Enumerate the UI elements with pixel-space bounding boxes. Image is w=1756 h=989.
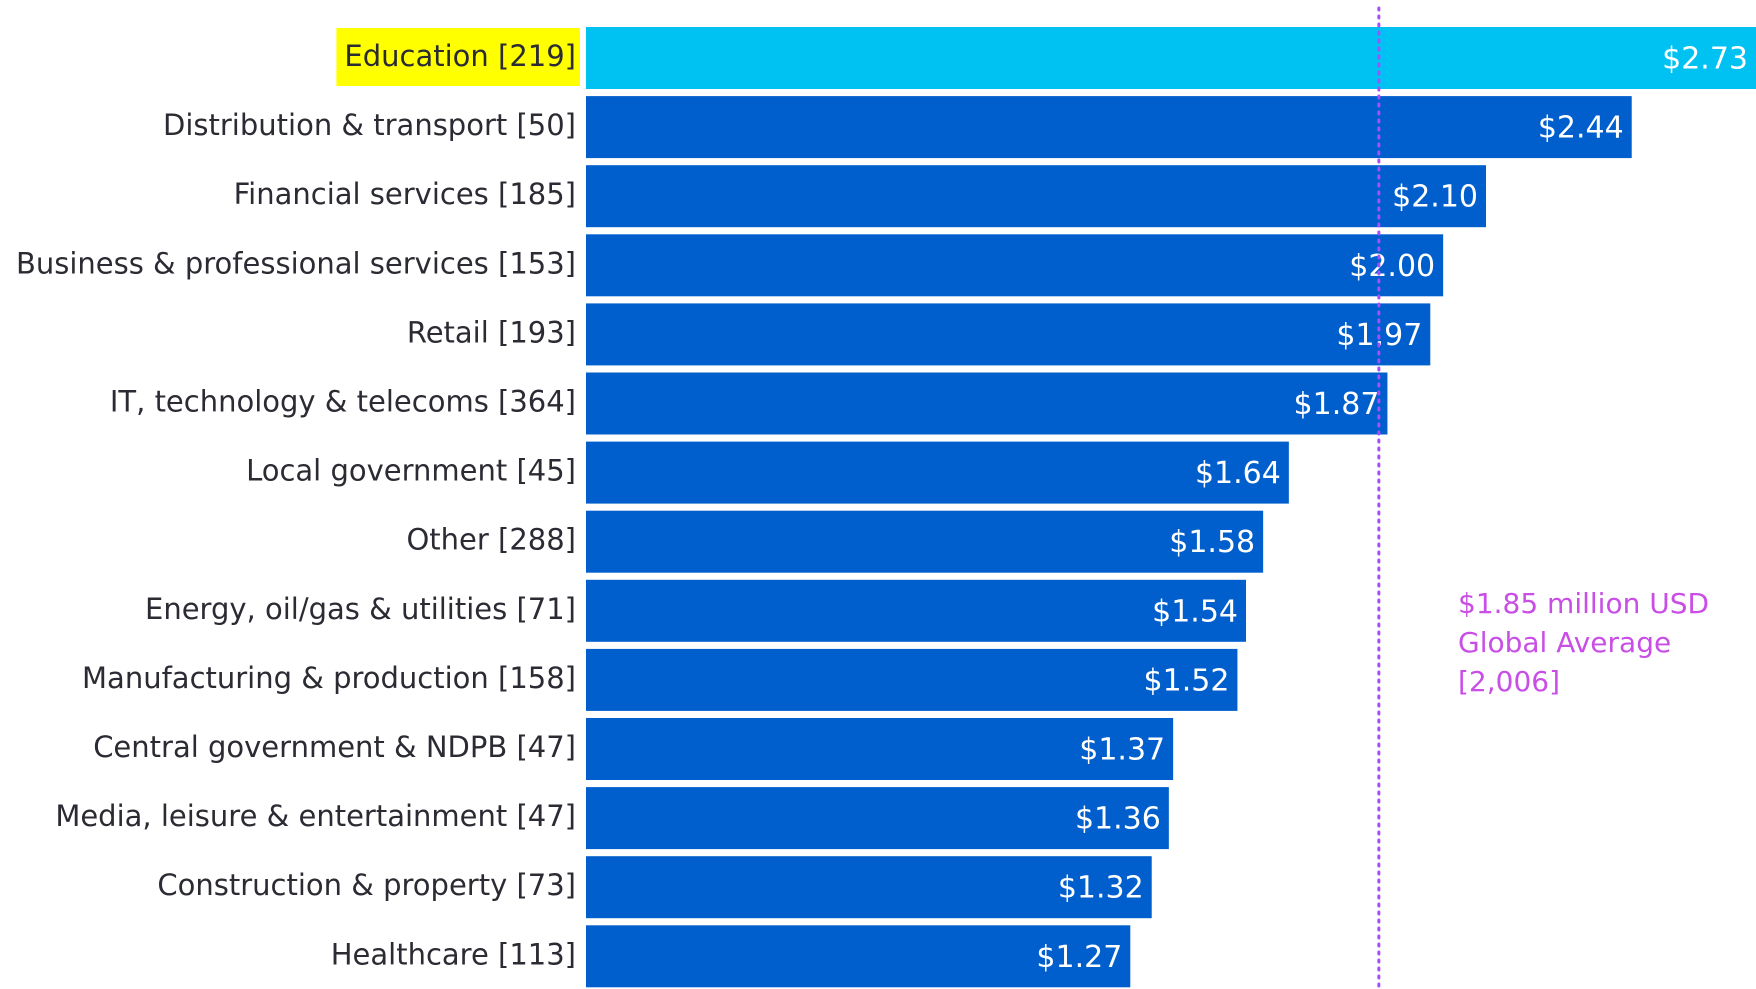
category-label: Healthcare [113] [331, 937, 576, 971]
value-label: $2.00 [1349, 249, 1435, 284]
category-label: Central government & NDPB [47] [93, 730, 576, 764]
bar [586, 856, 1152, 919]
category-label: Business & professional services [153] [16, 246, 576, 280]
bar [586, 718, 1174, 780]
bar [586, 96, 1632, 159]
label-highlight [336, 28, 580, 86]
value-label: $1.54 [1152, 594, 1238, 629]
bar [586, 510, 1264, 573]
reference-label: $1.85 million USD [1458, 587, 1709, 620]
value-label: $2.73 [1662, 42, 1748, 77]
category-label: Manufacturing & production [158] [82, 661, 576, 695]
category-label: Construction & property [73] [157, 868, 576, 902]
bar [586, 27, 1756, 89]
value-label: $1.58 [1169, 525, 1255, 560]
category-label: Distribution & transport [50] [163, 108, 576, 142]
category-label: Media, leisure & entertainment [47] [55, 799, 576, 833]
category-label: IT, technology & telecoms [364] [110, 385, 576, 419]
category-label: Education [219] [344, 39, 576, 73]
bar [586, 165, 1486, 228]
bar [586, 234, 1444, 297]
reference-label: [2,006] [1458, 665, 1560, 698]
category-label: Other [288] [406, 523, 576, 557]
value-label: $1.52 [1144, 663, 1230, 698]
bar [586, 372, 1388, 435]
bar [586, 925, 1131, 988]
value-label: $1.37 [1079, 733, 1165, 768]
value-label: $1.32 [1058, 871, 1144, 906]
value-label: $2.10 [1392, 180, 1478, 215]
value-label: $1.27 [1036, 940, 1122, 975]
bar [586, 441, 1289, 504]
value-label: $1.36 [1075, 802, 1161, 837]
reference-label: Global Average [1458, 626, 1671, 659]
value-label: $2.44 [1538, 111, 1624, 146]
category-label: Local government [45] [246, 454, 576, 488]
value-label: $1.87 [1294, 387, 1380, 422]
bar [586, 579, 1246, 642]
bar [586, 303, 1431, 366]
value-label: $1.64 [1195, 456, 1281, 491]
category-label: Retail [193] [407, 315, 576, 349]
bar [586, 787, 1169, 850]
category-label: Energy, oil/gas & utilities [71] [145, 592, 576, 626]
category-label: Financial services [185] [234, 177, 576, 211]
bar [586, 648, 1238, 711]
